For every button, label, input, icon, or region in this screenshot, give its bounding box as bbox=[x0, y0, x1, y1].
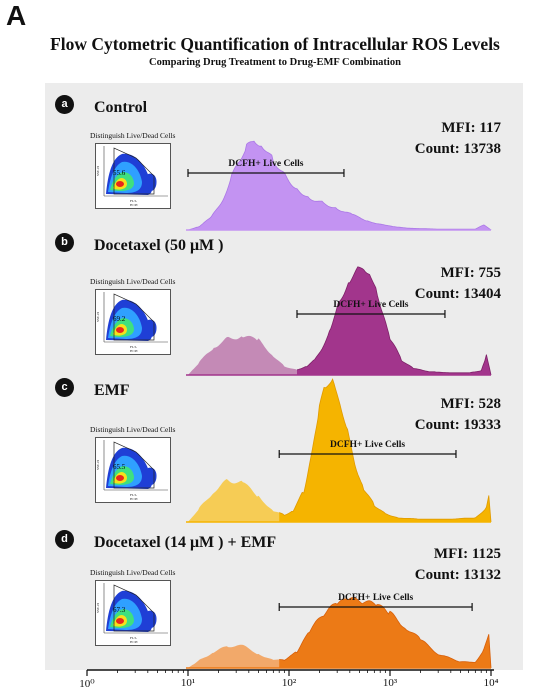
histogram-area-b bbox=[296, 266, 492, 375]
inset-density-plot-c: FL3-H::PI SSC-H bbox=[96, 440, 168, 501]
svg-text:H::PI: H::PI bbox=[130, 640, 138, 644]
svg-text:SSC-H: SSC-H bbox=[96, 166, 100, 176]
svg-text:SSC-H: SSC-H bbox=[96, 460, 100, 470]
figure-panel-letter: A bbox=[6, 0, 27, 31]
mfi-value-c: MFI: 528 bbox=[440, 396, 501, 412]
svg-text:H::PI: H::PI bbox=[130, 497, 138, 501]
histogram-area-a bbox=[188, 140, 492, 230]
svg-text:FL3-: FL3- bbox=[130, 199, 138, 203]
histogram-area-c bbox=[279, 378, 492, 522]
svg-text:H::PI: H::PI bbox=[130, 349, 138, 353]
inset-density-plot-b: FL3-H::PI SSC-H bbox=[96, 292, 168, 353]
series-name-b: Docetaxel (50 μM ) bbox=[94, 237, 224, 254]
chart-subtitle: Comparing Drug Treatment to Drug-EMF Com… bbox=[149, 57, 401, 68]
inset-gate-percent-c: 65.5 bbox=[113, 463, 126, 471]
inset-gate-percent-b: 69.2 bbox=[113, 315, 126, 323]
mfi-value-d: MFI: 1125 bbox=[433, 546, 501, 562]
inset-title-b: Distinguish Live/Dead Cells bbox=[90, 277, 176, 286]
x-tick-label: 10⁴ bbox=[483, 677, 499, 689]
gate-label-c: DCFH+ Live Cells bbox=[330, 440, 406, 450]
inset-title-c: Distinguish Live/Dead Cells bbox=[90, 425, 176, 434]
inset-scatter-b: FL3- H::PI SSC-H bbox=[95, 289, 171, 355]
series-name-a: Control bbox=[94, 99, 148, 116]
svg-text:SSC-H: SSC-H bbox=[96, 312, 100, 322]
mfi-value-a: MFI: 117 bbox=[441, 120, 501, 136]
inset-title-a: Distinguish Live/Dead Cells bbox=[90, 131, 176, 140]
inset-gate-percent-a: 55.6 bbox=[113, 169, 126, 177]
inset-title-d: Distinguish Live/Dead Cells bbox=[90, 568, 176, 577]
series-name-c: EMF bbox=[94, 382, 130, 399]
mfi-value-b: MFI: 755 bbox=[440, 265, 501, 281]
svg-text:H::PI: H::PI bbox=[130, 203, 138, 207]
series-badge-b: b bbox=[55, 233, 74, 252]
series-badge-c: c bbox=[55, 378, 74, 397]
inset-density-plot-a: FL3-H::PI SSC-H bbox=[96, 146, 168, 207]
count-value-a: Count: 13738 bbox=[414, 141, 501, 157]
gate-label-b: DCFH+ Live Cells bbox=[333, 300, 409, 310]
series-badge-a: a bbox=[55, 95, 74, 114]
svg-text:SSC-H: SSC-H bbox=[96, 603, 100, 613]
gate-label-a: DCFH+ Live Cells bbox=[228, 159, 304, 169]
count-value-c: Count: 19333 bbox=[414, 417, 501, 433]
gate-label-d: DCFH+ Live Cells bbox=[338, 593, 414, 603]
svg-text:FL3-: FL3- bbox=[130, 636, 138, 640]
histogram-area-d bbox=[279, 597, 492, 668]
series-badge-d: d bbox=[55, 530, 74, 549]
inset-density-plot-d: FL3-H::PI SSC-H bbox=[96, 583, 168, 644]
x-tick-label: 10⁰ bbox=[79, 678, 95, 690]
svg-text:FL3-: FL3- bbox=[130, 345, 138, 349]
inset-scatter-c: FL3- H::PI SSC-H bbox=[95, 437, 171, 503]
inset-gate-percent-d: 67.3 bbox=[113, 606, 126, 614]
inset-scatter-a: FL3- H::PI SSC-H bbox=[95, 143, 171, 209]
series-name-d: Docetaxel (14 μM ) + EMF bbox=[94, 534, 277, 551]
x-tick-label: 10² bbox=[281, 677, 297, 689]
x-tick-label: 10³ bbox=[382, 677, 398, 689]
svg-text:FL3-: FL3- bbox=[130, 493, 138, 497]
inset-scatter-d: FL3- H::PI SSC-H bbox=[95, 580, 171, 646]
count-value-d: Count: 13132 bbox=[414, 567, 501, 583]
x-tick-label: 10¹ bbox=[180, 677, 196, 689]
chart-title: Flow Cytometric Quantification of Intrac… bbox=[50, 34, 500, 54]
count-value-b: Count: 13404 bbox=[414, 286, 501, 302]
